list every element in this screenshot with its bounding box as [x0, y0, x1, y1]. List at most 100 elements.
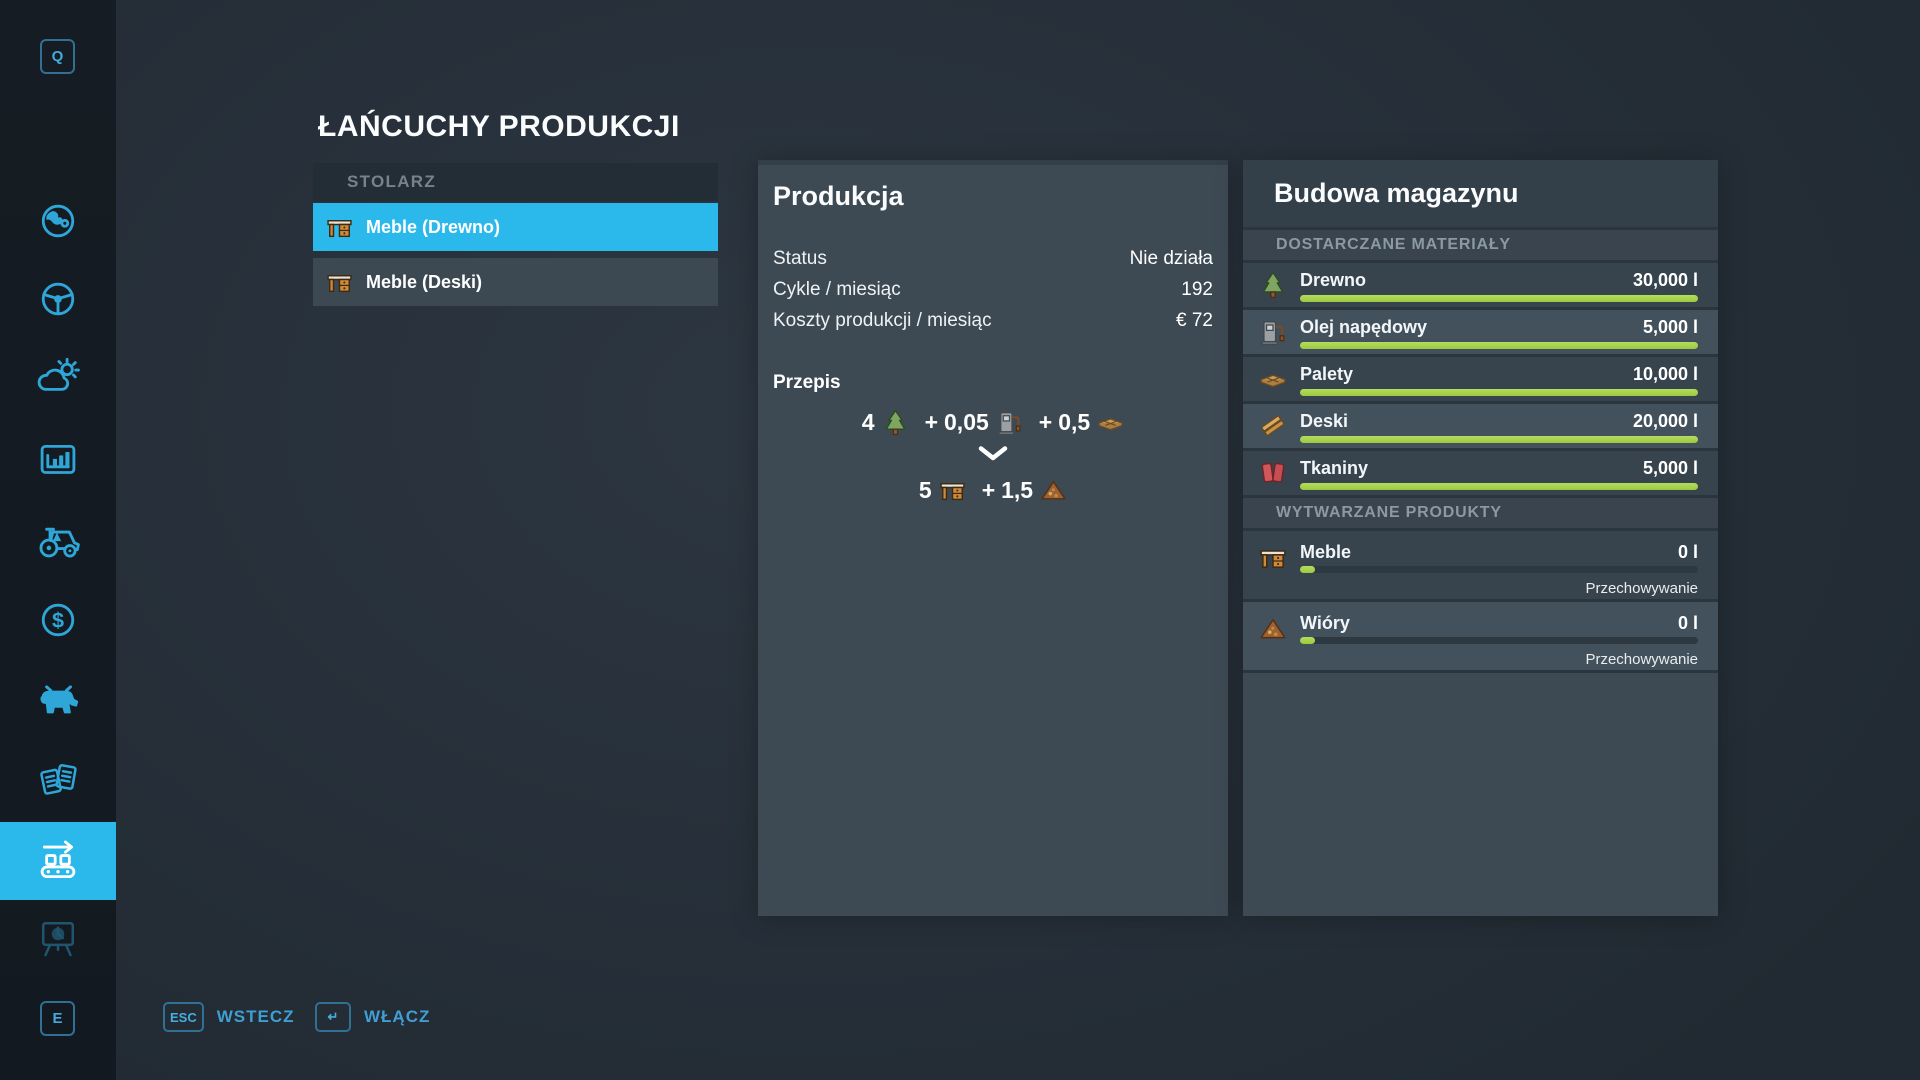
- recipe-heading: Przepis: [773, 372, 841, 393]
- recipe-qty: 0,05: [944, 409, 989, 435]
- material-amount: 0 l: [1677, 541, 1698, 562]
- cow-icon: [33, 675, 83, 730]
- woodchips-icon: [1259, 615, 1287, 643]
- chain-item[interactable]: Meble (Drewno): [313, 203, 718, 251]
- chain-item-label: Meble (Drewno): [366, 216, 501, 237]
- material-name: Tkaniny: [1300, 458, 1369, 478]
- storage-row: Olej napędowy 5,000 l: [1243, 310, 1718, 357]
- back-label: WSTECZ: [216, 1007, 295, 1026]
- storage-section-header: DOSTARCZANE MATERIAŁY: [1243, 230, 1718, 263]
- fabric-icon: [1259, 459, 1287, 487]
- furniture-icon: [326, 214, 353, 241]
- stat-value: € 72: [1176, 309, 1213, 331]
- pallet-icon: [1097, 409, 1124, 436]
- sidebar-item-map[interactable]: [0, 184, 116, 262]
- diesel-icon: [1259, 318, 1287, 346]
- enter-key-icon: ↵: [315, 1002, 351, 1032]
- material-amount: 30,000 l: [1632, 270, 1698, 290]
- material-name: Wióry: [1300, 612, 1350, 633]
- material-name: Meble: [1300, 541, 1352, 562]
- recipe-qty: 5: [918, 477, 932, 503]
- storage-mode-label: Przechowywanie: [1585, 651, 1698, 668]
- sidebar-item-finances[interactable]: $: [0, 583, 116, 661]
- fill-level-bar: [1300, 294, 1698, 302]
- fill-level-bar: [1300, 435, 1698, 443]
- production-stat-row: Koszty produkcji / miesiąc € 72: [773, 305, 1213, 336]
- contracts-icon: [33, 755, 83, 810]
- fill-level-bar: [1300, 388, 1698, 396]
- plus-sign: +: [1038, 409, 1053, 435]
- chain-item[interactable]: Meble (Deski): [313, 258, 718, 306]
- easel-icon: [33, 913, 83, 968]
- storage-sections: DOSTARCZANE MATERIAŁY Drewno 30,000 l Ol…: [1243, 230, 1718, 673]
- material-name: Olej napędowy: [1300, 317, 1428, 337]
- activate-label: WŁĄCZ: [364, 1007, 431, 1026]
- woodchips-icon: [1040, 477, 1067, 504]
- storage-row-content: Drewno 30,000 l: [1300, 269, 1698, 302]
- fill-level-track: [1300, 566, 1698, 573]
- material-amount: 0 l: [1677, 612, 1698, 633]
- sidebar-item-statistics[interactable]: [0, 423, 116, 501]
- back-hint[interactable]: ESC WSTECZ: [163, 1002, 295, 1032]
- fill-level-bar: [1300, 566, 1315, 573]
- sidebar-item-contracts[interactable]: [0, 743, 116, 821]
- material-amount: 10,000 l: [1632, 364, 1698, 384]
- sidebar-item-weather[interactable]: [0, 341, 116, 419]
- sidebar-item-vehicles[interactable]: [0, 262, 116, 340]
- furniture-icon: [939, 477, 966, 504]
- storage-mode-label: Przechowywanie: [1585, 580, 1698, 597]
- stat-label: Koszty produkcji / miesiąc: [773, 309, 992, 331]
- production-stat-row: Status Nie działa: [773, 243, 1213, 274]
- globe-icon: [33, 196, 83, 251]
- storage-row-content: Meble 0 l Przechowywanie: [1300, 531, 1698, 597]
- dollar-icon: $: [33, 595, 83, 650]
- chain-group-header: STOLARZ: [313, 163, 718, 201]
- recipe-qty: 0,5: [1058, 409, 1091, 435]
- chain-list-panel: STOLARZ Meble (Drewno) Meble (Deski): [313, 163, 718, 306]
- storage-row-content: Palety 10,000 l: [1300, 363, 1698, 396]
- material-name: Palety: [1300, 364, 1354, 384]
- sidebar-item-garage[interactable]: [0, 503, 116, 581]
- plus-sign: +: [924, 409, 939, 435]
- fill-level-bar: [1300, 637, 1315, 644]
- chevron-down-icon: [773, 445, 1213, 462]
- stat-value: 192: [1181, 278, 1213, 300]
- stat-label: Status: [773, 247, 827, 269]
- storage-row-content: Wióry 0 l Przechowywanie: [1300, 602, 1698, 668]
- production-panel-title: Produkcja: [773, 181, 904, 211]
- storage-panel-title: Budowa magazynu: [1243, 160, 1718, 230]
- svg-text:$: $: [52, 607, 64, 632]
- storage-panel: Budowa magazynu DOSTARCZANE MATERIAŁY Dr…: [1243, 160, 1718, 916]
- recipe-inputs: 4 +0,05 +0,5: [773, 409, 1213, 436]
- furniture-icon: [326, 269, 353, 296]
- activate-hint[interactable]: ↵ WŁĄCZ: [315, 1002, 430, 1032]
- material-name: Deski: [1300, 411, 1349, 431]
- material-amount: 5,000 l: [1642, 317, 1698, 337]
- pallet-icon: [1259, 365, 1287, 393]
- storage-row: Wióry 0 l Przechowywanie: [1243, 602, 1718, 673]
- material-name: Drewno: [1300, 270, 1367, 290]
- sidebar-item-production-chains[interactable]: [0, 822, 116, 900]
- storage-row-content: Tkaniny 5,000 l: [1300, 457, 1698, 490]
- steering-wheel-icon: [33, 274, 83, 329]
- planks-icon: [1259, 412, 1287, 440]
- storage-row: Deski 20,000 l: [1243, 404, 1718, 451]
- production-stat-row: Cykle / miesiąc 192: [773, 274, 1213, 305]
- production-panel: Produkcja Status Nie działa Cykle / mies…: [758, 160, 1228, 916]
- storage-row: Drewno 30,000 l: [1243, 263, 1718, 310]
- chain-items: Meble (Drewno) Meble (Deski): [313, 203, 718, 306]
- sidebar-item-overview-board[interactable]: [0, 901, 116, 979]
- statistics-icon: [33, 435, 83, 490]
- weather-icon: [33, 353, 83, 408]
- storage-row: Palety 10,000 l: [1243, 357, 1718, 404]
- tractor-icon: [33, 515, 83, 570]
- stat-label: Cykle / miesiąc: [773, 278, 901, 300]
- fill-level-bar: [1300, 482, 1698, 490]
- storage-row: Tkaniny 5,000 l: [1243, 451, 1718, 498]
- material-amount: 20,000 l: [1632, 411, 1698, 431]
- diesel-icon: [996, 409, 1023, 436]
- tree-icon: [882, 409, 909, 436]
- e-key-hint: E: [40, 1001, 75, 1036]
- sidebar-item-animals[interactable]: [0, 663, 116, 741]
